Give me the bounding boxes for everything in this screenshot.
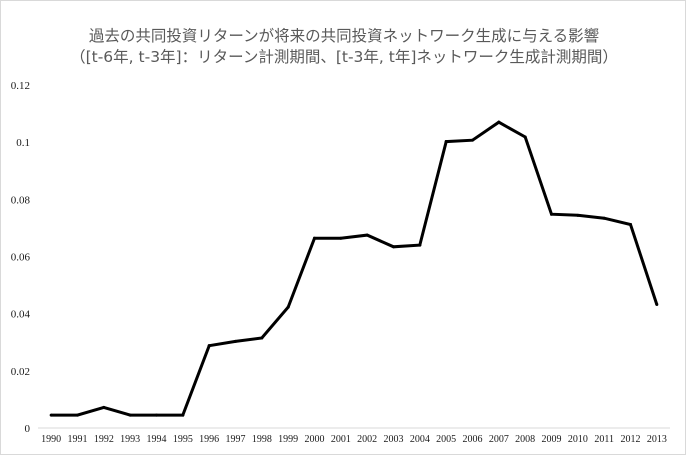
y-tick-label: 0.02 xyxy=(11,366,30,378)
y-tick-label: 0.04 xyxy=(11,309,31,321)
data-point xyxy=(365,233,369,237)
data-point xyxy=(629,222,632,226)
x-axis-ticks: 1990 1991 1992 1993 1994 1995 1996 1997 1998 1999… xyxy=(41,434,667,445)
x-tick-label: 2003 xyxy=(384,434,404,445)
x-tick-label: 2013 xyxy=(647,434,667,445)
x-tick-label: 2006 xyxy=(463,434,483,445)
x-tick-label: 1990 xyxy=(41,434,61,445)
x-tick-label: 2009 xyxy=(542,434,562,445)
y-tick-label: 0.06 xyxy=(11,252,31,264)
data-point xyxy=(497,120,501,124)
x-tick-label: 1996 xyxy=(199,434,219,445)
data-point xyxy=(260,336,264,340)
y-axis-ticks: 0 0.02 0.04 0.06 0.08 0.1 0.12 xyxy=(11,80,31,435)
x-tick-label: 2008 xyxy=(515,434,535,445)
data-point xyxy=(207,344,211,348)
x-tick-label: 1999 xyxy=(278,434,298,445)
y-tick-label: 0 xyxy=(25,423,31,435)
data-point xyxy=(444,140,448,144)
chart-series xyxy=(49,120,659,417)
x-tick-label: 2007 xyxy=(489,434,509,445)
x-tick-label: 1993 xyxy=(120,434,140,445)
x-tick-label: 1997 xyxy=(226,434,246,445)
data-point xyxy=(523,135,527,139)
x-tick-label: 2005 xyxy=(436,434,456,445)
data-point xyxy=(286,305,290,309)
data-point xyxy=(181,413,185,417)
data-point xyxy=(234,339,237,343)
series-line xyxy=(51,120,659,417)
x-tick-label: 2012 xyxy=(621,434,641,445)
x-tick-label: 2004 xyxy=(410,434,430,445)
x-tick-label: 1995 xyxy=(173,434,193,445)
x-tick-label: 2001 xyxy=(331,434,351,445)
data-point xyxy=(76,413,79,417)
data-point xyxy=(49,413,53,417)
y-tick-label: 0.1 xyxy=(16,137,30,149)
data-point xyxy=(550,212,553,216)
data-point xyxy=(392,245,395,249)
x-tick-label: 2000 xyxy=(305,434,325,445)
data-point xyxy=(602,216,606,220)
data-point xyxy=(128,413,132,417)
chart-subtitle: （[t-6年, t-3年]：リターン計測期間、[t-3年, t年]ネットワーク生… xyxy=(70,48,618,66)
x-tick-label: 2002 xyxy=(357,434,377,445)
x-tick-label: 2010 xyxy=(568,434,588,445)
x-tick-label: 1991 xyxy=(68,434,88,445)
x-tick-label: 1994 xyxy=(147,434,167,445)
data-point xyxy=(471,138,474,142)
y-tick-label: 0.08 xyxy=(11,194,31,206)
chart-title: 過去の共同投資リターンが将来の共同投資ネットワーク生成に与える影響 xyxy=(88,27,600,45)
data-point xyxy=(155,413,158,417)
data-point xyxy=(102,405,106,409)
y-tick-label: 0.12 xyxy=(11,80,30,92)
data-point xyxy=(313,236,316,240)
x-tick-label: 2011 xyxy=(594,434,614,445)
data-point xyxy=(418,243,422,247)
x-tick-label: 1992 xyxy=(94,434,114,445)
data-point xyxy=(576,213,580,217)
x-tick-label: 1998 xyxy=(252,434,272,445)
data-point xyxy=(655,303,659,307)
data-point xyxy=(339,236,343,240)
